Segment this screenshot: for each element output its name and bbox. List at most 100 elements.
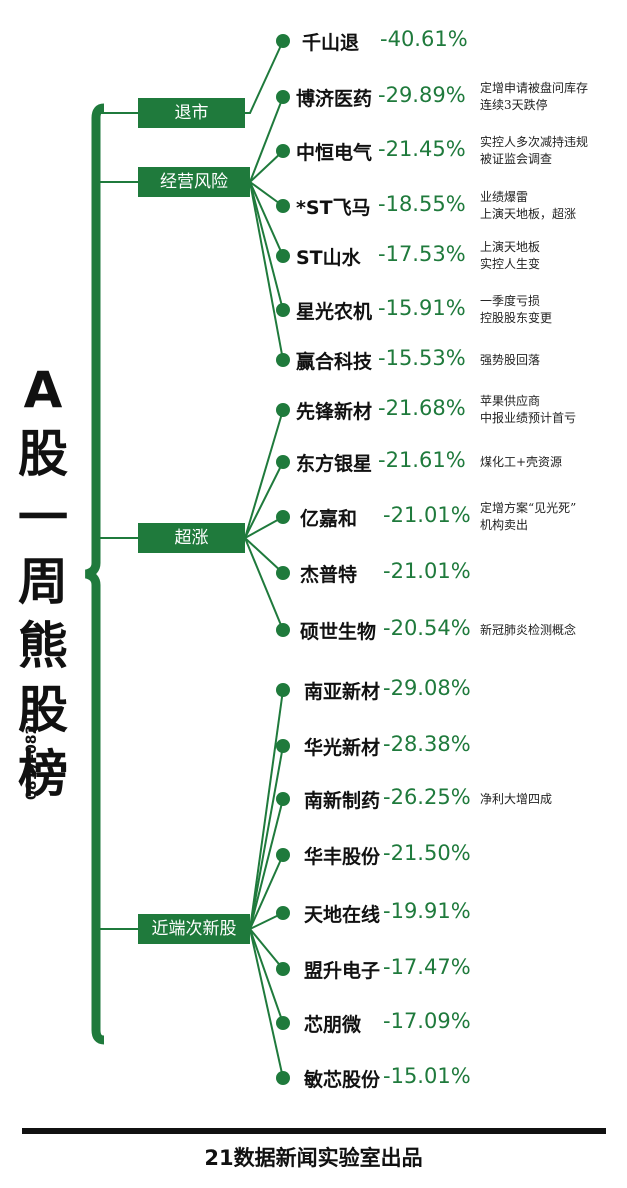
date-range: 0817–0821 [24, 715, 40, 800]
stock-note: 实控人多次减持违规 被证监会调查 [480, 134, 588, 168]
note-line: 新冠肺炎检测概念 [480, 622, 577, 637]
node-dot [276, 510, 290, 524]
stock-note: 一季度亏损控股股东变更 [480, 293, 552, 327]
stock-change: -15.01% [383, 1064, 471, 1088]
stock-change: -29.89% [378, 83, 466, 107]
note-line: 实控人多次减持违规 [480, 135, 589, 149]
stock-name: 杰普特 [300, 564, 358, 586]
stock-note: 净利大增四成 [480, 791, 552, 808]
stock-name: 先锋新材 [296, 401, 373, 423]
note-line: 定增方案“见光死” [480, 501, 577, 515]
stock-note: 业绩爆雷上演天地板，超涨 [480, 189, 576, 223]
stock-name: ST山水 [296, 247, 361, 269]
category-overshoot: 超涨 [138, 523, 245, 553]
note-line: 一季度亏损 [480, 294, 541, 308]
stock-change: -28.38% [383, 732, 471, 756]
stock-name: 赢合科技 [296, 351, 373, 373]
note-line: 苹果供应商 [480, 394, 541, 408]
stock-name: *ST飞马 [296, 197, 371, 219]
stock-note: 定增申请被盘问库存 连续3天跌停 [480, 80, 588, 114]
node-dot [276, 144, 290, 158]
note-line: 强势股回落 [480, 352, 541, 367]
stock-name: 华光新材 [304, 737, 381, 759]
node-dot [276, 906, 290, 920]
stock-name: 敏芯股份 [304, 1069, 381, 1091]
stock-name: 南亚新材 [304, 681, 381, 703]
footer-divider [22, 1128, 606, 1134]
stock-change: -20.54% [383, 616, 471, 640]
node-dot [276, 303, 290, 317]
stock-change: -18.55% [378, 192, 466, 216]
footer-credit: 21数据新闻实验室出品 [204, 1146, 423, 1170]
title-char: 股 [18, 425, 68, 483]
stock-name: 盟升电子 [304, 960, 381, 982]
stock-change: -40.61% [380, 27, 468, 51]
node-dot [276, 34, 290, 48]
note-line: 连续3天跌停 [480, 98, 548, 112]
stock-name: 东方银星 [296, 453, 373, 475]
stock-change: -21.68% [378, 396, 466, 420]
stock-change: -15.91% [378, 296, 466, 320]
note-line: 净利大增四成 [480, 791, 553, 806]
stock-note: 上演天地板实控人生变 [480, 239, 540, 273]
node-dot [276, 199, 290, 213]
category-operating-risk: 经营风险 [138, 167, 250, 197]
note-line: 中报业绩预计首亏 [480, 411, 577, 425]
stock-change: -21.01% [383, 559, 471, 583]
stock-name: 南新制药 [304, 790, 381, 812]
node-dot [276, 90, 290, 104]
node-dot [276, 566, 290, 580]
note-line: 煤化工+壳资源 [480, 454, 563, 469]
stock-name: 华丰股份 [304, 846, 381, 868]
stock-change: -21.50% [383, 841, 471, 865]
node-dot [276, 962, 290, 976]
node-dot [276, 1016, 290, 1030]
stock-change: -17.09% [383, 1009, 471, 1033]
stock-note: 煤化工+壳资源 [480, 454, 562, 471]
note-line: 上演天地板 [480, 240, 541, 254]
node-dot [276, 739, 290, 753]
stock-name: 硕世生物 [300, 621, 377, 643]
stock-change: -21.61% [378, 448, 466, 472]
node-dot [276, 455, 290, 469]
stock-change: -21.01% [383, 503, 471, 527]
node-dot [276, 353, 290, 367]
stock-name: 千山退 [302, 32, 360, 54]
stock-note: 苹果供应商中报业绩预计首亏 [480, 393, 576, 427]
stock-note: 新冠肺炎检测概念 [480, 622, 576, 639]
stock-name: 星光农机 [296, 301, 373, 323]
title-char: 熊 [18, 617, 68, 675]
title-char: 股 [18, 681, 68, 739]
stock-name: 亿嘉和 [300, 508, 358, 530]
node-dot [276, 403, 290, 417]
node-dot [276, 792, 290, 806]
title-char: 榜 [18, 745, 68, 803]
stock-change: -26.25% [383, 785, 471, 809]
note-line: 控股股东变更 [480, 311, 553, 325]
stock-name: 芯朋微 [304, 1014, 362, 1036]
stock-note: 强势股回落 [480, 352, 540, 369]
note-line: 机构卖出 [480, 518, 529, 532]
stock-change: -29.08% [383, 676, 471, 700]
chart-title: A 股 一 周 熊 股 榜 [8, 358, 78, 806]
stock-change: -19.91% [383, 899, 471, 923]
category-delisting: 退市 [138, 98, 245, 128]
note-line: 定增申请被盘问库存 [480, 81, 589, 95]
note-line: 业绩爆雷 [480, 190, 529, 204]
note-line: 上演天地板，超涨 [480, 207, 577, 221]
stock-change: -15.53% [378, 346, 466, 370]
title-char: A [23, 361, 63, 419]
stock-name: 天地在线 [304, 904, 381, 926]
stock-change: -21.45% [378, 137, 466, 161]
node-dot [276, 683, 290, 697]
note-line: 被证监会调查 [480, 152, 553, 166]
node-dot [276, 1071, 290, 1085]
note-line: 实控人生变 [480, 257, 541, 271]
title-char: 周 [18, 553, 68, 611]
stock-note: 定增方案“见光死” 机构卖出 [480, 500, 576, 534]
stock-change: -17.47% [383, 955, 471, 979]
stock-name: 博济医药 [296, 88, 373, 110]
title-char: 一 [18, 489, 68, 547]
node-dot [276, 623, 290, 637]
